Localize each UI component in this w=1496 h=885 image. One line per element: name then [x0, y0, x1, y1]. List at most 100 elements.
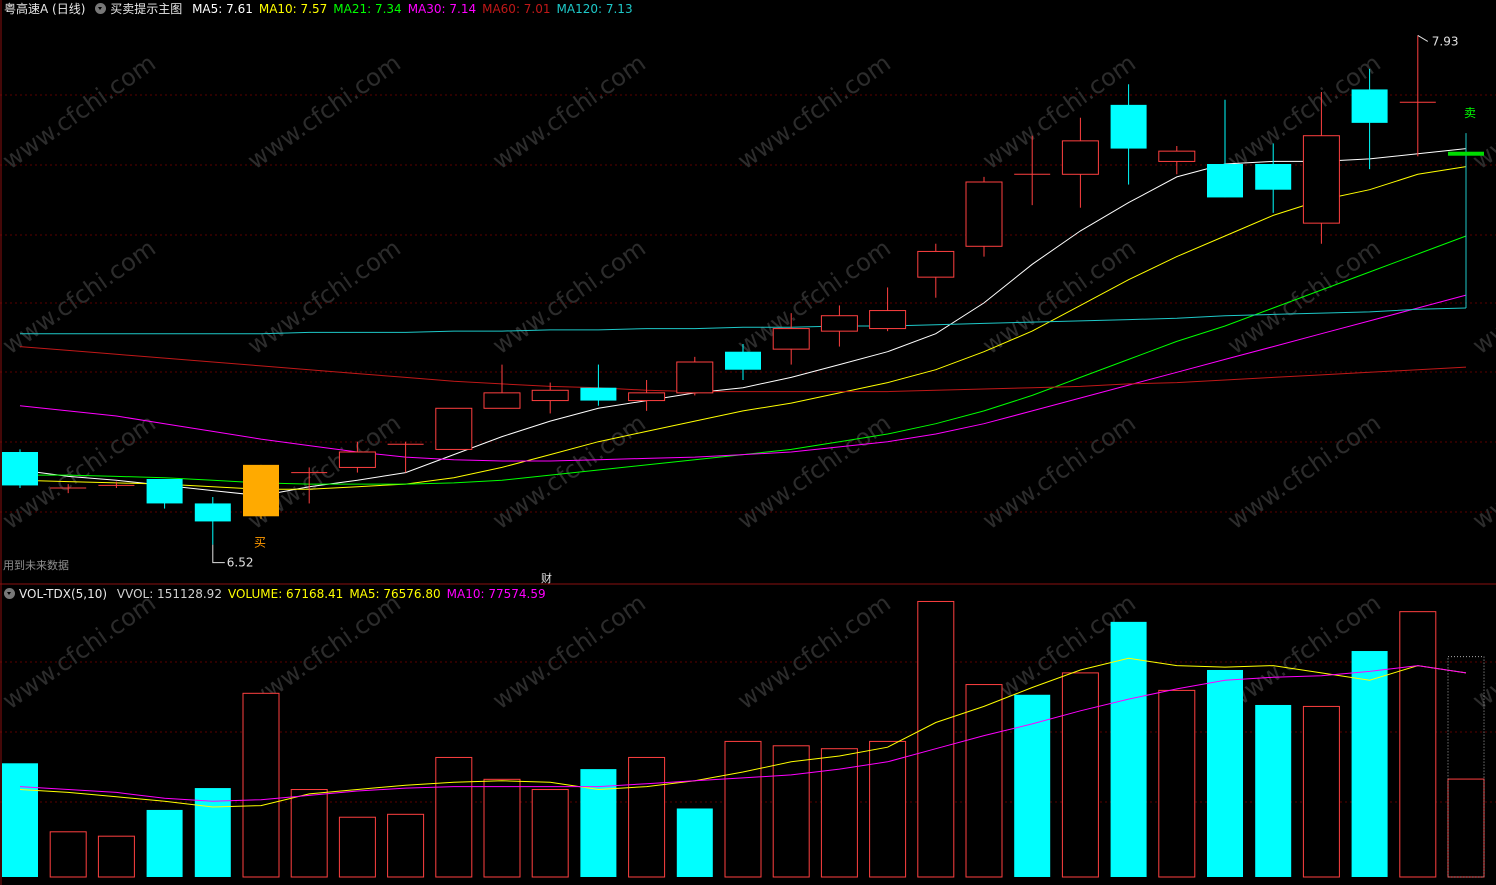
- ma-label-3: MA30: 7.14: [407, 2, 477, 16]
- candle-7: [338, 441, 376, 473]
- watermark-9: www.cfchi.com: [487, 234, 650, 360]
- candle-5: [243, 464, 279, 519]
- watermarks: www.cfchi.com www.cfchi.com www.cfchi.com w…: [0, 49, 1496, 715]
- candle-28: [1351, 68, 1388, 170]
- watermark-13: www.cfchi.com: [1467, 234, 1496, 360]
- volume-ma-lines: [19, 657, 1467, 808]
- vol-label-2: MA5: 76576.80: [349, 587, 441, 601]
- ma-line-ma120: [20, 307, 1467, 335]
- candle-11: [531, 382, 569, 414]
- candle-body: [1207, 164, 1243, 198]
- watermark-20: www.cfchi.com: [1467, 409, 1496, 535]
- candle-body: [483, 392, 521, 409]
- candle-body: [146, 479, 183, 504]
- buy-label: 买: [254, 535, 266, 549]
- volume-bar-4: [194, 788, 231, 877]
- volume-bar-20: [965, 684, 1003, 878]
- candle-body: [1110, 104, 1147, 149]
- watermark-1: www.cfchi.com: [242, 49, 405, 175]
- candle-body: [338, 451, 376, 468]
- candle-1: [50, 484, 87, 494]
- candle-body: [580, 387, 617, 401]
- candle-22: [1061, 117, 1099, 208]
- watermark-8: www.cfchi.com: [242, 234, 405, 360]
- vvol-box: [1447, 656, 1485, 878]
- indicator-label: 买卖提示主图: [110, 2, 183, 16]
- vol-legend: VVOL: 151128.92 VOLUME: 67168.41 MA5: 7657…: [117, 587, 552, 601]
- candle-body: [194, 503, 231, 522]
- indicator-name[interactable]: 买卖提示主图: [95, 2, 182, 16]
- candle-body: [725, 351, 761, 370]
- watermark-7: www.cfchi.com: [0, 234, 161, 360]
- volume-bar-5: [242, 692, 280, 878]
- candle-23: [1110, 84, 1147, 185]
- vol-indicator[interactable]: VOL-TDX(5,10): [4, 587, 107, 601]
- price-header: 粤高速A (日线) 买卖提示主图 MA5: 7.61 MA10: 7.57 MA21…: [4, 1, 645, 17]
- watermark-0: www.cfchi.com: [0, 49, 161, 175]
- candles: [2, 35, 1484, 545]
- high-label: 7.93: [1432, 34, 1459, 48]
- watermark-3: www.cfchi.com: [732, 49, 895, 175]
- watermark-23: www.cfchi.com: [487, 589, 650, 715]
- vol-indicator-label: VOL-TDX(5,10): [19, 587, 108, 601]
- volume-bar-28: [1351, 651, 1388, 877]
- candle-14: [676, 356, 714, 396]
- candle-body: [531, 389, 569, 402]
- candle-15: [725, 344, 761, 380]
- dropdown-icon: [95, 3, 107, 14]
- high-pointer: [1417, 34, 1429, 42]
- candle-body: [2, 452, 38, 486]
- watermark-10: www.cfchi.com: [732, 234, 895, 360]
- candle-body: [1448, 151, 1484, 156]
- finance-marker[interactable]: 财: [541, 572, 552, 585]
- candle-30: [1448, 133, 1484, 308]
- candle-4: [194, 497, 231, 545]
- ma-label-5: MA120: 7.13: [556, 2, 633, 16]
- volume-bar-13: [628, 756, 666, 878]
- watermark-11: www.cfchi.com: [977, 234, 1140, 360]
- low-label: 6.52: [227, 556, 254, 570]
- candle-29: [1399, 35, 1436, 157]
- ma-label-0: MA5: 7.61: [192, 2, 253, 16]
- vol-ma5-line: [19, 657, 1467, 808]
- volume-bars: [2, 600, 1485, 878]
- candle-25: [1207, 99, 1243, 198]
- watermark-18: www.cfchi.com: [977, 409, 1140, 535]
- candle-12: [580, 364, 617, 406]
- watermark-17: www.cfchi.com: [732, 409, 895, 535]
- volume-header: VOL-TDX(5,10) VVOL: 151128.92 VOLUME: 671…: [4, 586, 558, 602]
- vol-ma10-line: [19, 665, 1467, 802]
- candle-body: [917, 250, 955, 278]
- volume-bar-9: [435, 756, 473, 878]
- candle-2: [98, 481, 135, 488]
- candle-16: [772, 313, 810, 365]
- candle-0: [2, 449, 38, 488]
- watermark-19: www.cfchi.com: [1222, 409, 1385, 535]
- candle-body: [628, 392, 666, 402]
- volume-bar-29: [1399, 611, 1437, 878]
- watermark-2: www.cfchi.com: [487, 49, 650, 175]
- ma-label-1: MA10: 7.57: [258, 2, 328, 16]
- ma-line-ma30: [19, 294, 1467, 462]
- candle-body: [1351, 89, 1388, 123]
- volume-bar-15: [724, 740, 762, 878]
- volume-bar-26: [1255, 704, 1292, 877]
- candle-body: [772, 328, 810, 350]
- low-pointer: [212, 544, 225, 564]
- candle-8: [387, 441, 424, 473]
- candle-body: [676, 361, 714, 394]
- volume-bar-10: [483, 778, 521, 878]
- volume-bar-30: [1447, 778, 1485, 878]
- candle-18: [869, 287, 907, 332]
- volume-bar-19: [917, 600, 955, 878]
- future-data-note: 用到未来数据: [3, 559, 69, 572]
- volume-bar-24: [1158, 689, 1196, 878]
- candle-10: [483, 364, 521, 409]
- candle-6: [291, 467, 328, 504]
- volume-bar-21: [1014, 694, 1051, 877]
- ma-legend: MA5: 7.61 MA10: 7.57 MA21: 7.34 MA30: 7.14 M…: [192, 2, 639, 16]
- sell-label: 卖: [1464, 106, 1476, 120]
- dropdown-icon: [4, 588, 15, 599]
- candle-body: [869, 310, 907, 330]
